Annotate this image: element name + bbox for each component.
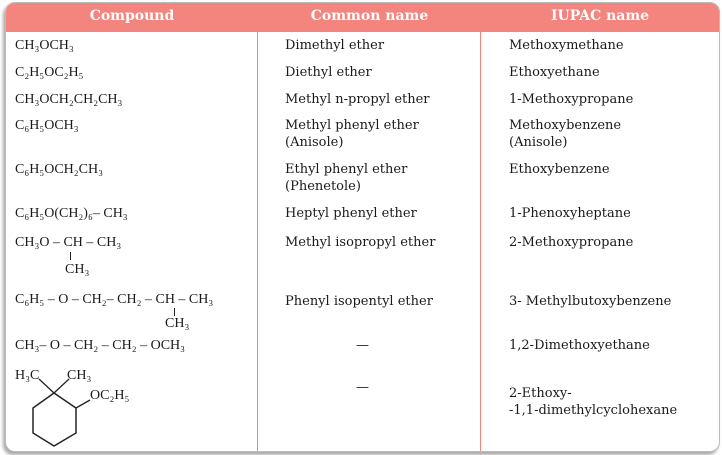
iupac-name: Ethoxyethane — [509, 65, 600, 80]
common-name: Dimethyl ether — [285, 38, 385, 53]
compound-branch: CH₃ — [165, 316, 190, 331]
iupac-name: 2-Methoxypropane — [509, 235, 634, 250]
methyl-label: H₃C — [15, 368, 40, 383]
column-divider — [480, 32, 481, 451]
common-name: Heptyl phenyl ether — [285, 206, 417, 221]
common-name: Diethyl ether — [285, 65, 372, 80]
iupac-name: 1,2-Dimethoxyethane — [509, 338, 650, 353]
common-name: Ethyl phenyl ether — [285, 162, 408, 177]
common-name-alt: (Phenetole) — [285, 179, 361, 194]
compound-formula: C₆H₅OCH₂CH₃ — [15, 162, 103, 177]
iupac-name: Methoxymethane — [509, 38, 624, 53]
compound-branch: CH₃ — [65, 262, 90, 277]
compound-formula: CH₃OCH₂CH₂CH₃ — [15, 92, 123, 107]
compound-formula: CH₃OCH₃ — [15, 38, 74, 53]
ethoxy-label: OC₂H₅ — [90, 388, 130, 403]
header-iupac-name: IUPAC name — [550, 8, 650, 24]
iupac-name-alt: (Anisole) — [509, 135, 568, 150]
common-name-alt: (Anisole) — [285, 135, 344, 150]
cyclohexane-structure — [32, 378, 91, 447]
compound-formula: C₆H₅ – O – CH₂– CH₂ – CH – CH₃ — [15, 292, 214, 307]
compound-formula: C₆H₅OCH₃ — [15, 118, 79, 133]
common-name: — — [356, 380, 369, 395]
common-name: Methyl phenyl ether — [285, 118, 419, 133]
iupac-name: 2-Ethoxy- — [509, 386, 572, 401]
compound-formula: C₆H₅O(CH₂)₆– CH₃ — [15, 206, 128, 221]
common-name: Phenyl isopentyl ether — [285, 294, 433, 309]
common-name: Methyl n-propyl ether — [285, 92, 430, 107]
iupac-name: Ethoxybenzene — [509, 162, 610, 177]
iupac-name: Methoxybenzene — [509, 118, 622, 133]
bond-line — [174, 308, 175, 316]
header-common-name: Common name — [310, 8, 429, 24]
iupac-name-cont: -1,1-dimethylcyclohexane — [509, 403, 678, 418]
cyclohexane-ring — [32, 392, 77, 447]
iupac-name: 1-Methoxypropane — [509, 92, 634, 107]
common-name: Methyl isopropyl ether — [285, 235, 436, 250]
common-name: — — [356, 338, 369, 353]
column-divider — [257, 32, 258, 451]
methyl-label: CH₃ — [67, 368, 92, 383]
bond-line — [70, 252, 71, 260]
compound-formula: CH₃O – CH – CH₃ — [15, 235, 122, 250]
header-compound: Compound — [89, 8, 175, 24]
iupac-name: 3- Methylbutoxybenzene — [509, 294, 672, 309]
compound-formula: CH₃– O – CH₂ – CH₂ – OCH₃ — [15, 338, 186, 353]
table-header: Compound Common name IUPAC name — [6, 3, 719, 32]
compound-formula: C₂H₅OC₂H₅ — [15, 65, 84, 80]
ethers-table: Compound Common name IUPAC name CH₃OCH₃ … — [5, 2, 720, 452]
iupac-name: 1-Phenoxyheptane — [509, 206, 631, 221]
